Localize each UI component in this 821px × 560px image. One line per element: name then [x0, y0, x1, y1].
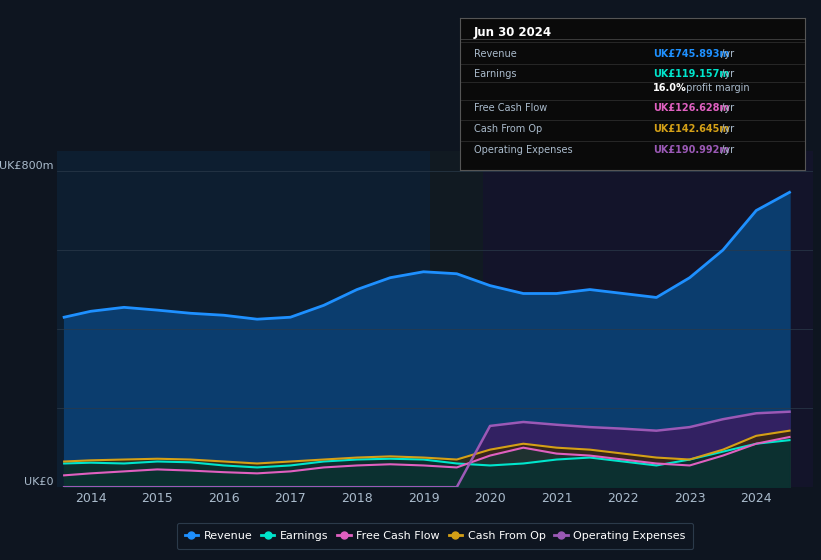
Text: UK£745.893m: UK£745.893m: [654, 49, 730, 59]
Text: 16.0%: 16.0%: [654, 83, 687, 93]
Legend: Revenue, Earnings, Free Cash Flow, Cash From Op, Operating Expenses: Revenue, Earnings, Free Cash Flow, Cash …: [177, 523, 694, 549]
Text: profit margin: profit margin: [683, 83, 750, 93]
Text: UK£800m: UK£800m: [0, 161, 53, 171]
Text: /yr: /yr: [718, 49, 734, 59]
Text: UK£142.645m: UK£142.645m: [654, 124, 730, 134]
Text: UK£190.992m: UK£190.992m: [654, 145, 730, 155]
Text: Jun 30 2024: Jun 30 2024: [474, 26, 552, 39]
Text: /yr: /yr: [718, 69, 734, 80]
Text: UK£126.628m: UK£126.628m: [654, 102, 730, 113]
Text: Cash From Op: Cash From Op: [474, 124, 542, 134]
Text: /yr: /yr: [718, 102, 734, 113]
Text: Earnings: Earnings: [474, 69, 516, 80]
Text: /yr: /yr: [718, 145, 734, 155]
Text: Free Cash Flow: Free Cash Flow: [474, 102, 547, 113]
Bar: [484, 151, 813, 487]
Bar: [430, 151, 484, 487]
Text: /yr: /yr: [718, 124, 734, 134]
Text: Revenue: Revenue: [474, 49, 516, 59]
Text: Operating Expenses: Operating Expenses: [474, 145, 572, 155]
Bar: [57, 151, 430, 487]
Text: UK£0: UK£0: [24, 477, 53, 487]
Text: UK£119.157m: UK£119.157m: [654, 69, 730, 80]
